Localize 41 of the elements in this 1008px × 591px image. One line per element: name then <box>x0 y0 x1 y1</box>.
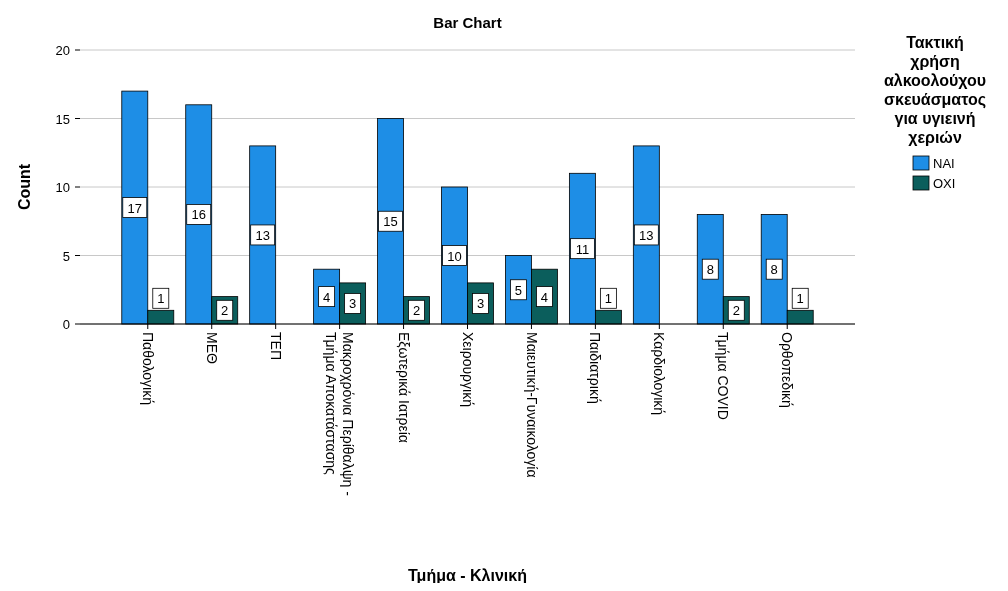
data-label: 11 <box>575 241 590 257</box>
x-tick-label: ΤΕΠ <box>267 332 284 360</box>
x-tick-label: Χειρουργική <box>459 332 476 407</box>
data-label: 4 <box>540 289 549 305</box>
y-tick-label: 20 <box>55 43 70 58</box>
chart-title: Bar Chart <box>433 14 502 31</box>
data-label: 2 <box>221 303 229 319</box>
data-label: 2 <box>732 303 740 319</box>
y-tick-label: 0 <box>62 317 70 332</box>
legend-title: Τακτική χρήση αλκοολούχου σκευάσματος για υγιεινή χεριών <box>883 34 987 146</box>
x-tick-label: Εξωτερικά Ιατρεία <box>395 332 412 443</box>
data-label: 3 <box>476 296 485 312</box>
data-label: 3 <box>349 296 357 312</box>
data-label: 13 <box>255 227 270 243</box>
data-label: 2 <box>412 303 421 319</box>
x-tick-label: Παθολογική <box>139 332 156 405</box>
data-label: 1 <box>796 291 804 307</box>
x-tick-label: Τμήμα COVID <box>715 332 732 420</box>
x-tick-label: Ορθοπεδική <box>779 332 796 408</box>
data-label: 8 <box>706 262 714 278</box>
data-label: 16 <box>191 207 206 223</box>
data-label: 17 <box>127 200 143 216</box>
data-label: 13 <box>639 227 654 243</box>
y-tick-label: 5 <box>62 248 70 264</box>
data-label: 5 <box>514 282 523 298</box>
x-tick-label: Μαιευτική-Γυναικολογία <box>523 332 540 478</box>
y-axis-title: Count <box>16 163 33 211</box>
data-label: 1 <box>157 291 165 307</box>
data-label: 8 <box>770 262 778 278</box>
data-label: 15 <box>383 214 398 230</box>
data-label: 10 <box>447 248 462 264</box>
x-tick-label: Καρδιολογική <box>651 332 668 416</box>
legend-label: ΝΑΙ <box>933 156 955 171</box>
x-tick-label: Μακροχρόνια Περίθαλψη - Τμήμα Αποκατάστασης <box>323 332 357 497</box>
x-tick-label: Παιδιατρική <box>587 332 604 404</box>
y-tick-label: 15 <box>55 111 70 127</box>
data-label: 1 <box>604 291 613 307</box>
y-tick-label: 10 <box>55 180 70 195</box>
x-tick-label: ΜΕΘ <box>203 332 220 364</box>
data-label: 4 <box>323 289 331 305</box>
legend-label: ΟΧΙ <box>933 176 956 191</box>
